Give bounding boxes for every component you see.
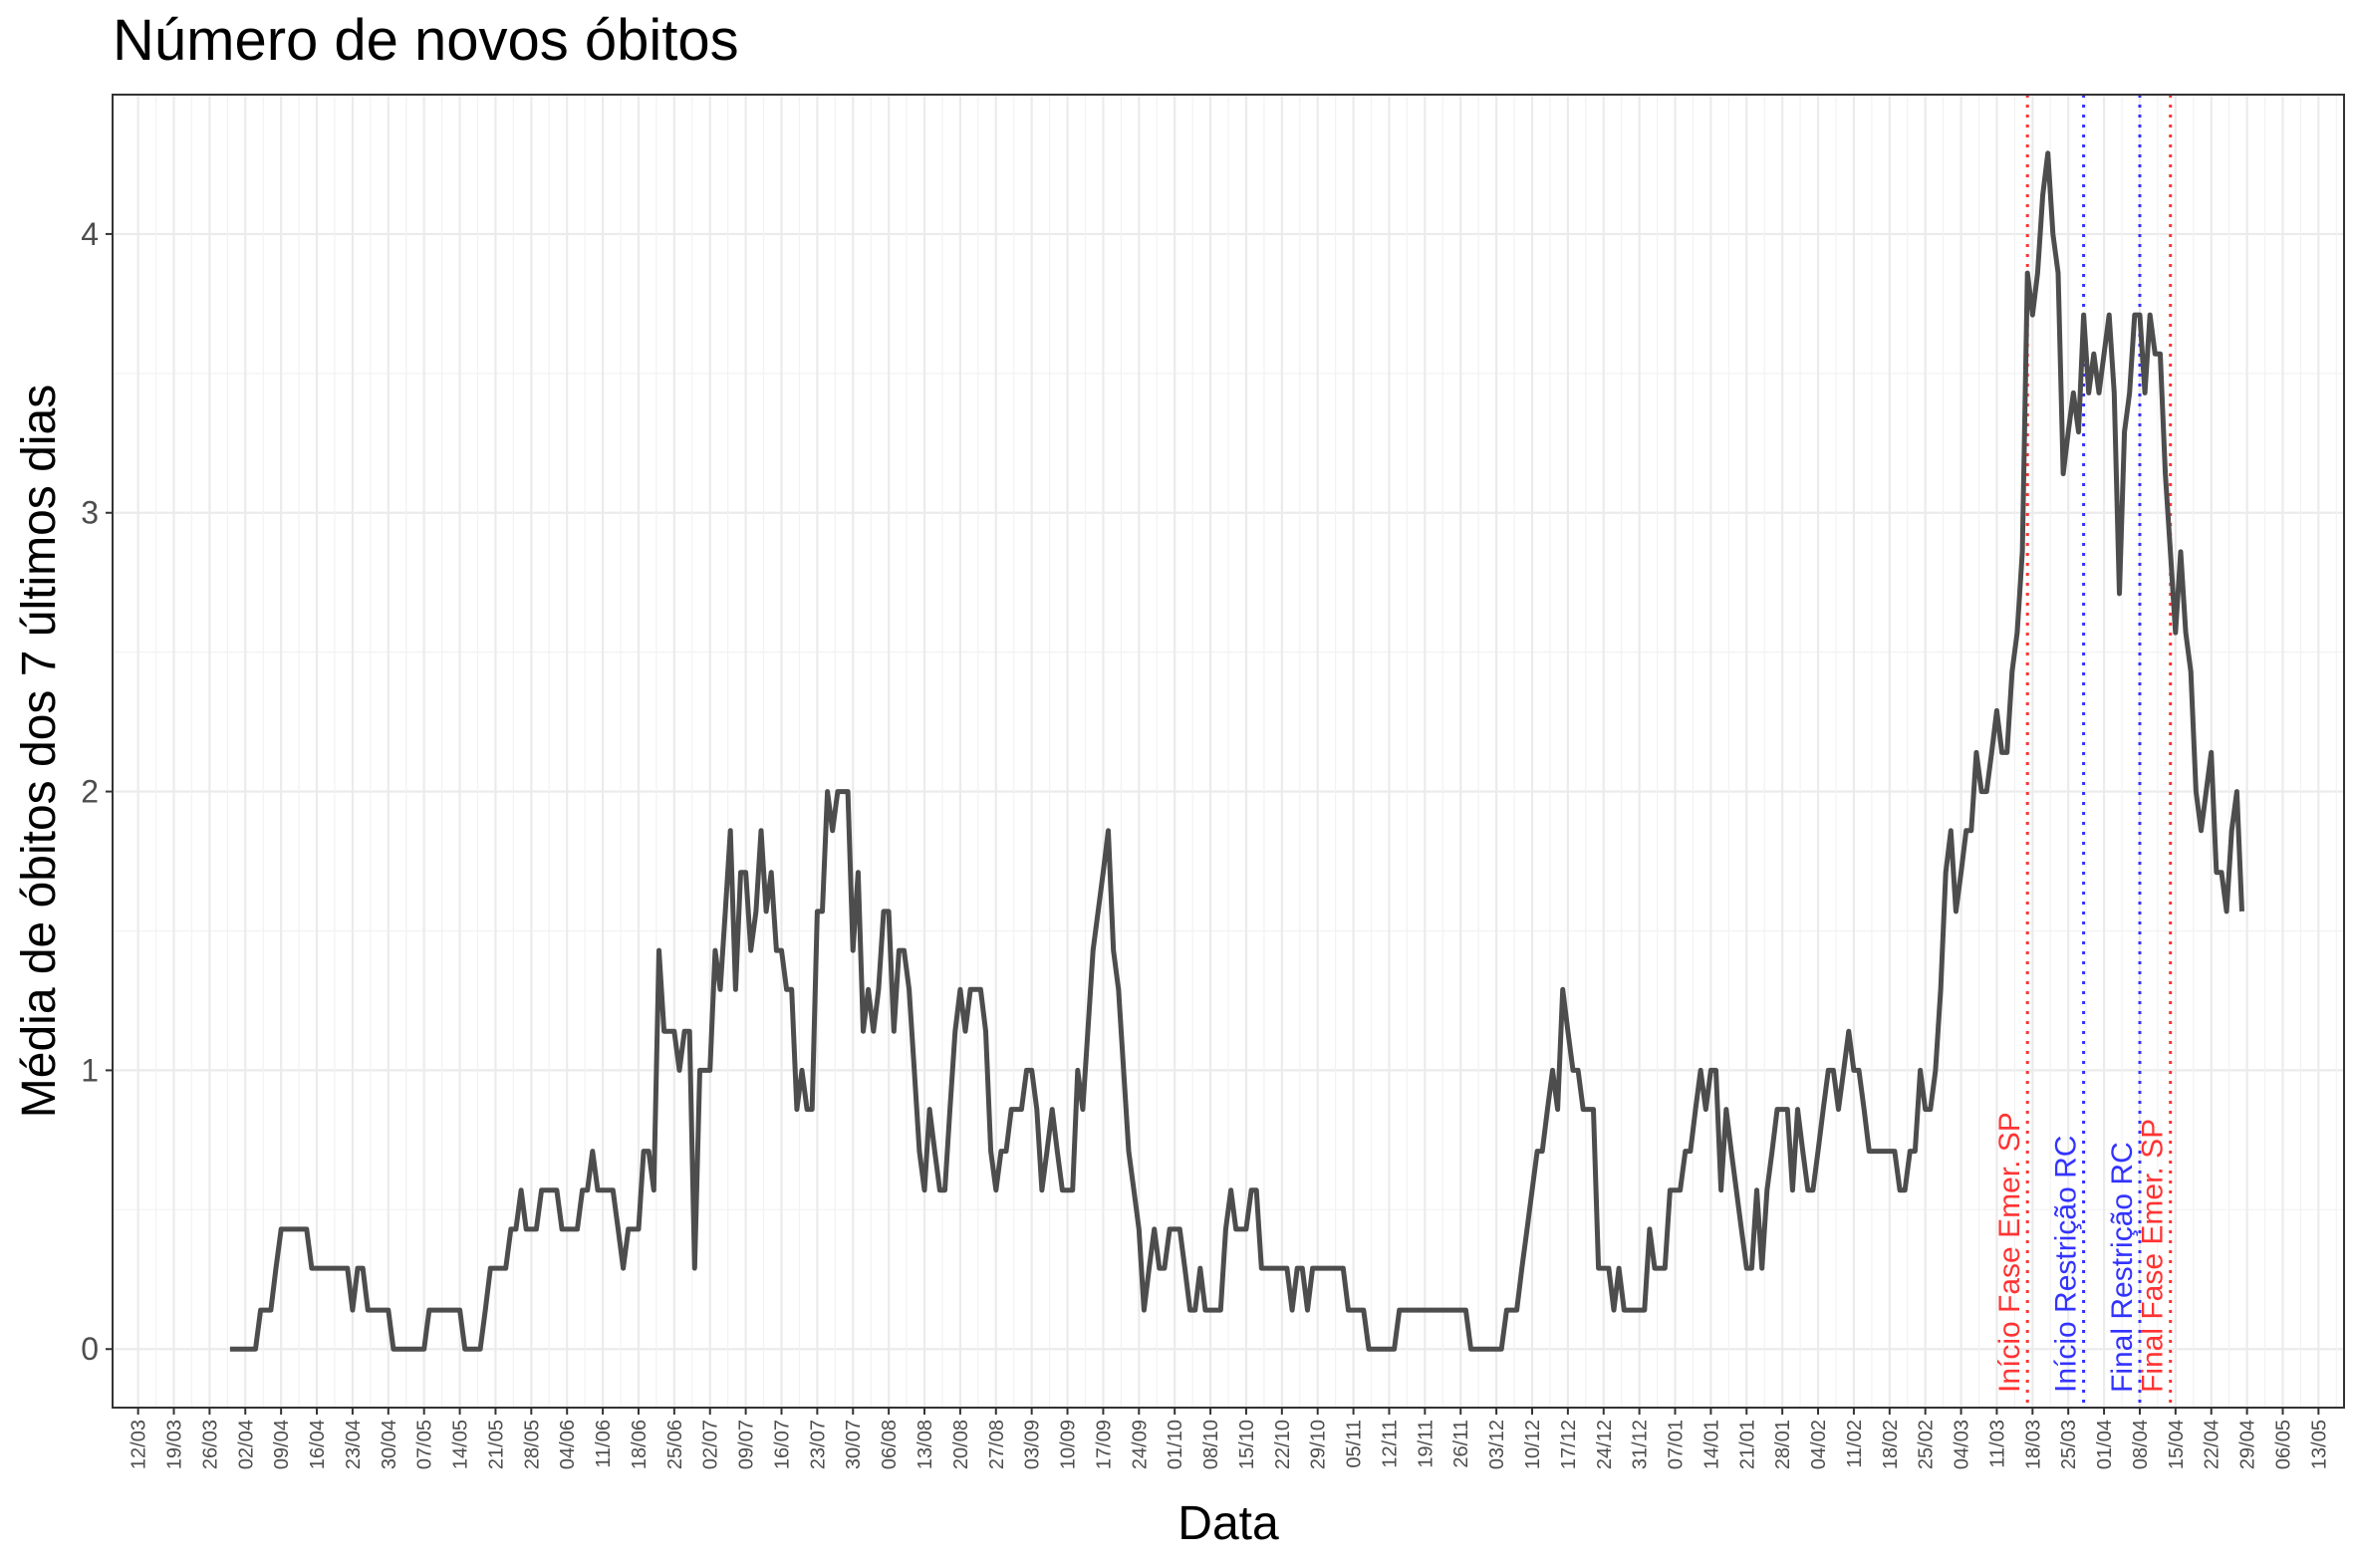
x-tick-label: 20/08	[950, 1420, 972, 1469]
x-tick-label: 12/11	[1379, 1420, 1401, 1468]
x-tick-label: 27/08	[986, 1420, 1008, 1469]
x-tick-label: 23/04	[343, 1420, 365, 1469]
x-tick-label: 15/04	[2166, 1420, 2188, 1469]
x-tick-label: 03/09	[1022, 1420, 1044, 1469]
x-tick-label: 26/11	[1450, 1420, 1472, 1468]
y-tick-label: 1	[81, 1052, 99, 1088]
x-tick-label: 28/05	[521, 1420, 543, 1469]
y-axis: 0 1 2 3 4	[81, 216, 113, 1367]
x-tick-label: 16/07	[771, 1420, 793, 1469]
y-tick-label: 3	[81, 495, 99, 531]
x-tick-label: 28/01	[1772, 1420, 1794, 1469]
x-tick-label: 21/01	[1736, 1420, 1758, 1469]
event-line-label: Início Restrição RC	[2050, 1136, 2083, 1393]
x-tick-label: 19/11	[1415, 1420, 1437, 1468]
x-tick-label: 03/12	[1486, 1420, 1508, 1469]
x-tick-label: 07/01	[1666, 1420, 1688, 1469]
x-tick-label: 01/04	[2094, 1420, 2116, 1469]
x-tick-label: 14/05	[450, 1420, 472, 1469]
x-tick-label: 18/02	[1880, 1420, 1902, 1469]
y-tick-label: 2	[81, 774, 99, 810]
x-axis: 12/03 19/03 26/03 02/04 09/04 16/04 23/04 30/04…	[129, 1408, 2330, 1469]
event-line-label: Final Restrição RC	[2106, 1142, 2139, 1393]
x-tick-label: 09/07	[736, 1420, 758, 1469]
x-tick-label: 17/12	[1558, 1420, 1580, 1469]
x-tick-label: 02/04	[235, 1420, 257, 1469]
x-tick-label: 02/07	[700, 1420, 722, 1469]
grid	[113, 95, 2344, 1408]
x-tick-label: 07/05	[414, 1420, 436, 1469]
x-tick-label: 25/03	[2058, 1420, 2080, 1469]
x-tick-label: 29/10	[1308, 1420, 1330, 1469]
series-line	[229, 150, 2244, 1352]
x-tick-label: 10/12	[1522, 1420, 1544, 1469]
x-tick-label: 24/09	[1129, 1420, 1151, 1469]
x-tick-label: 12/03	[129, 1420, 150, 1469]
x-tick-label: 16/04	[307, 1420, 329, 1469]
event-lines: Início Fase Emer. SP Início Restrição RC F…	[1993, 95, 2173, 1408]
x-tick-label: 09/04	[271, 1420, 293, 1469]
x-tick-label: 30/07	[843, 1420, 865, 1469]
y-tick-label: 0	[81, 1331, 99, 1367]
x-tick-label: 22/04	[2202, 1420, 2223, 1469]
x-tick-label: 13/08	[915, 1420, 936, 1469]
x-tick-label: 14/01	[1700, 1420, 1722, 1469]
x-tick-label: 13/05	[2308, 1420, 2330, 1469]
x-axis-title: Data	[1177, 1497, 1279, 1550]
x-tick-label: 06/08	[879, 1420, 901, 1469]
x-tick-label: 25/02	[1916, 1420, 1938, 1469]
chart-title: Número de novos óbitos	[113, 8, 739, 73]
x-tick-label: 06/05	[2272, 1420, 2294, 1469]
x-tick-label: 29/04	[2237, 1420, 2259, 1469]
y-axis-title: Média de óbitos dos 7 últimos dias	[13, 385, 66, 1118]
x-tick-label: 15/10	[1236, 1420, 1258, 1469]
x-tick-label: 23/07	[807, 1420, 829, 1469]
x-tick-label: 18/06	[629, 1420, 651, 1469]
plot-panel-border	[112, 94, 2345, 1409]
x-tick-label: 25/06	[664, 1420, 686, 1469]
x-tick-label: 08/10	[1200, 1420, 1222, 1469]
x-tick-label: 21/05	[485, 1420, 507, 1469]
y-tick-label: 4	[81, 216, 99, 252]
x-tick-label: 11/02	[1844, 1420, 1866, 1468]
x-tick-label: 11/03	[1986, 1420, 2008, 1468]
x-tick-label: 05/11	[1344, 1420, 1366, 1468]
x-tick-label: 18/03	[2022, 1420, 2044, 1469]
x-tick-label: 17/09	[1093, 1420, 1115, 1469]
x-tick-label: 08/04	[2130, 1420, 2152, 1469]
x-tick-label: 04/02	[1808, 1420, 1830, 1469]
x-tick-label: 26/03	[199, 1420, 221, 1469]
event-line-label: Final Fase Emer. SP	[2137, 1119, 2170, 1393]
x-tick-label: 31/12	[1630, 1420, 1652, 1469]
x-tick-label: 24/12	[1594, 1420, 1616, 1469]
event-line-label: Início Fase Emer. SP	[1993, 1112, 2026, 1393]
series-layer	[229, 150, 2244, 1352]
x-tick-label: 11/06	[593, 1420, 615, 1468]
x-tick-label: 04/06	[557, 1420, 579, 1469]
x-tick-label: 01/10	[1165, 1420, 1186, 1469]
x-tick-label: 04/03	[1952, 1420, 1973, 1469]
x-tick-label: 22/10	[1272, 1420, 1294, 1469]
x-tick-label: 19/03	[164, 1420, 186, 1469]
x-tick-label: 10/09	[1058, 1420, 1080, 1469]
x-tick-label: 30/04	[379, 1420, 400, 1469]
